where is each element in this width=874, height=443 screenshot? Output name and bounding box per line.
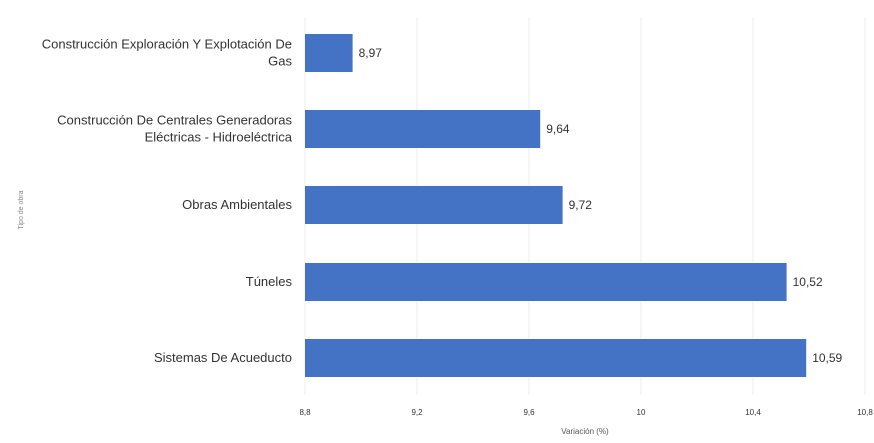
bar[interactable] [305,34,353,72]
bar[interactable] [305,110,541,148]
category-label: Construcción Exploración Y Explotación D… [42,37,292,52]
data-label: 8,97 [359,46,383,60]
category-label: Obras Ambientales [182,197,292,212]
data-labels: 8,97 9,64 9,72 10,52 10,59 [359,46,843,365]
x-tick-label: 8,8 [299,408,311,417]
bar[interactable] [305,339,807,377]
data-label: 9,72 [569,198,593,212]
y-axis-title: Tipo de obra [18,190,25,229]
data-label: 9,64 [546,122,570,136]
bars [305,34,807,377]
x-axis-title: Variación (%) [561,427,609,436]
x-tick-label: 10,4 [745,408,761,417]
category-label: Sistemas De Acueducto [154,350,292,365]
category-label: Eléctricas - Hidroeléctrica [145,130,293,145]
bar[interactable] [305,263,787,301]
category-label: Túneles [246,274,293,289]
data-label: 10,52 [793,275,823,289]
data-label: 10,59 [812,351,842,365]
x-tick-label: 10 [637,408,646,417]
x-tick-labels: 8,8 9,2 9,6 10 10,4 10,8 [299,408,873,417]
x-tick-label: 9,6 [523,408,535,417]
x-tick-label: 10,8 [857,408,873,417]
category-label: Gas [268,54,292,69]
category-labels: Construcción Exploración Y Explotación D… [42,37,293,366]
category-label: Construcción De Centrales Generadoras [57,113,292,128]
x-tick-label: 9,2 [411,408,423,417]
bar[interactable] [305,186,563,224]
